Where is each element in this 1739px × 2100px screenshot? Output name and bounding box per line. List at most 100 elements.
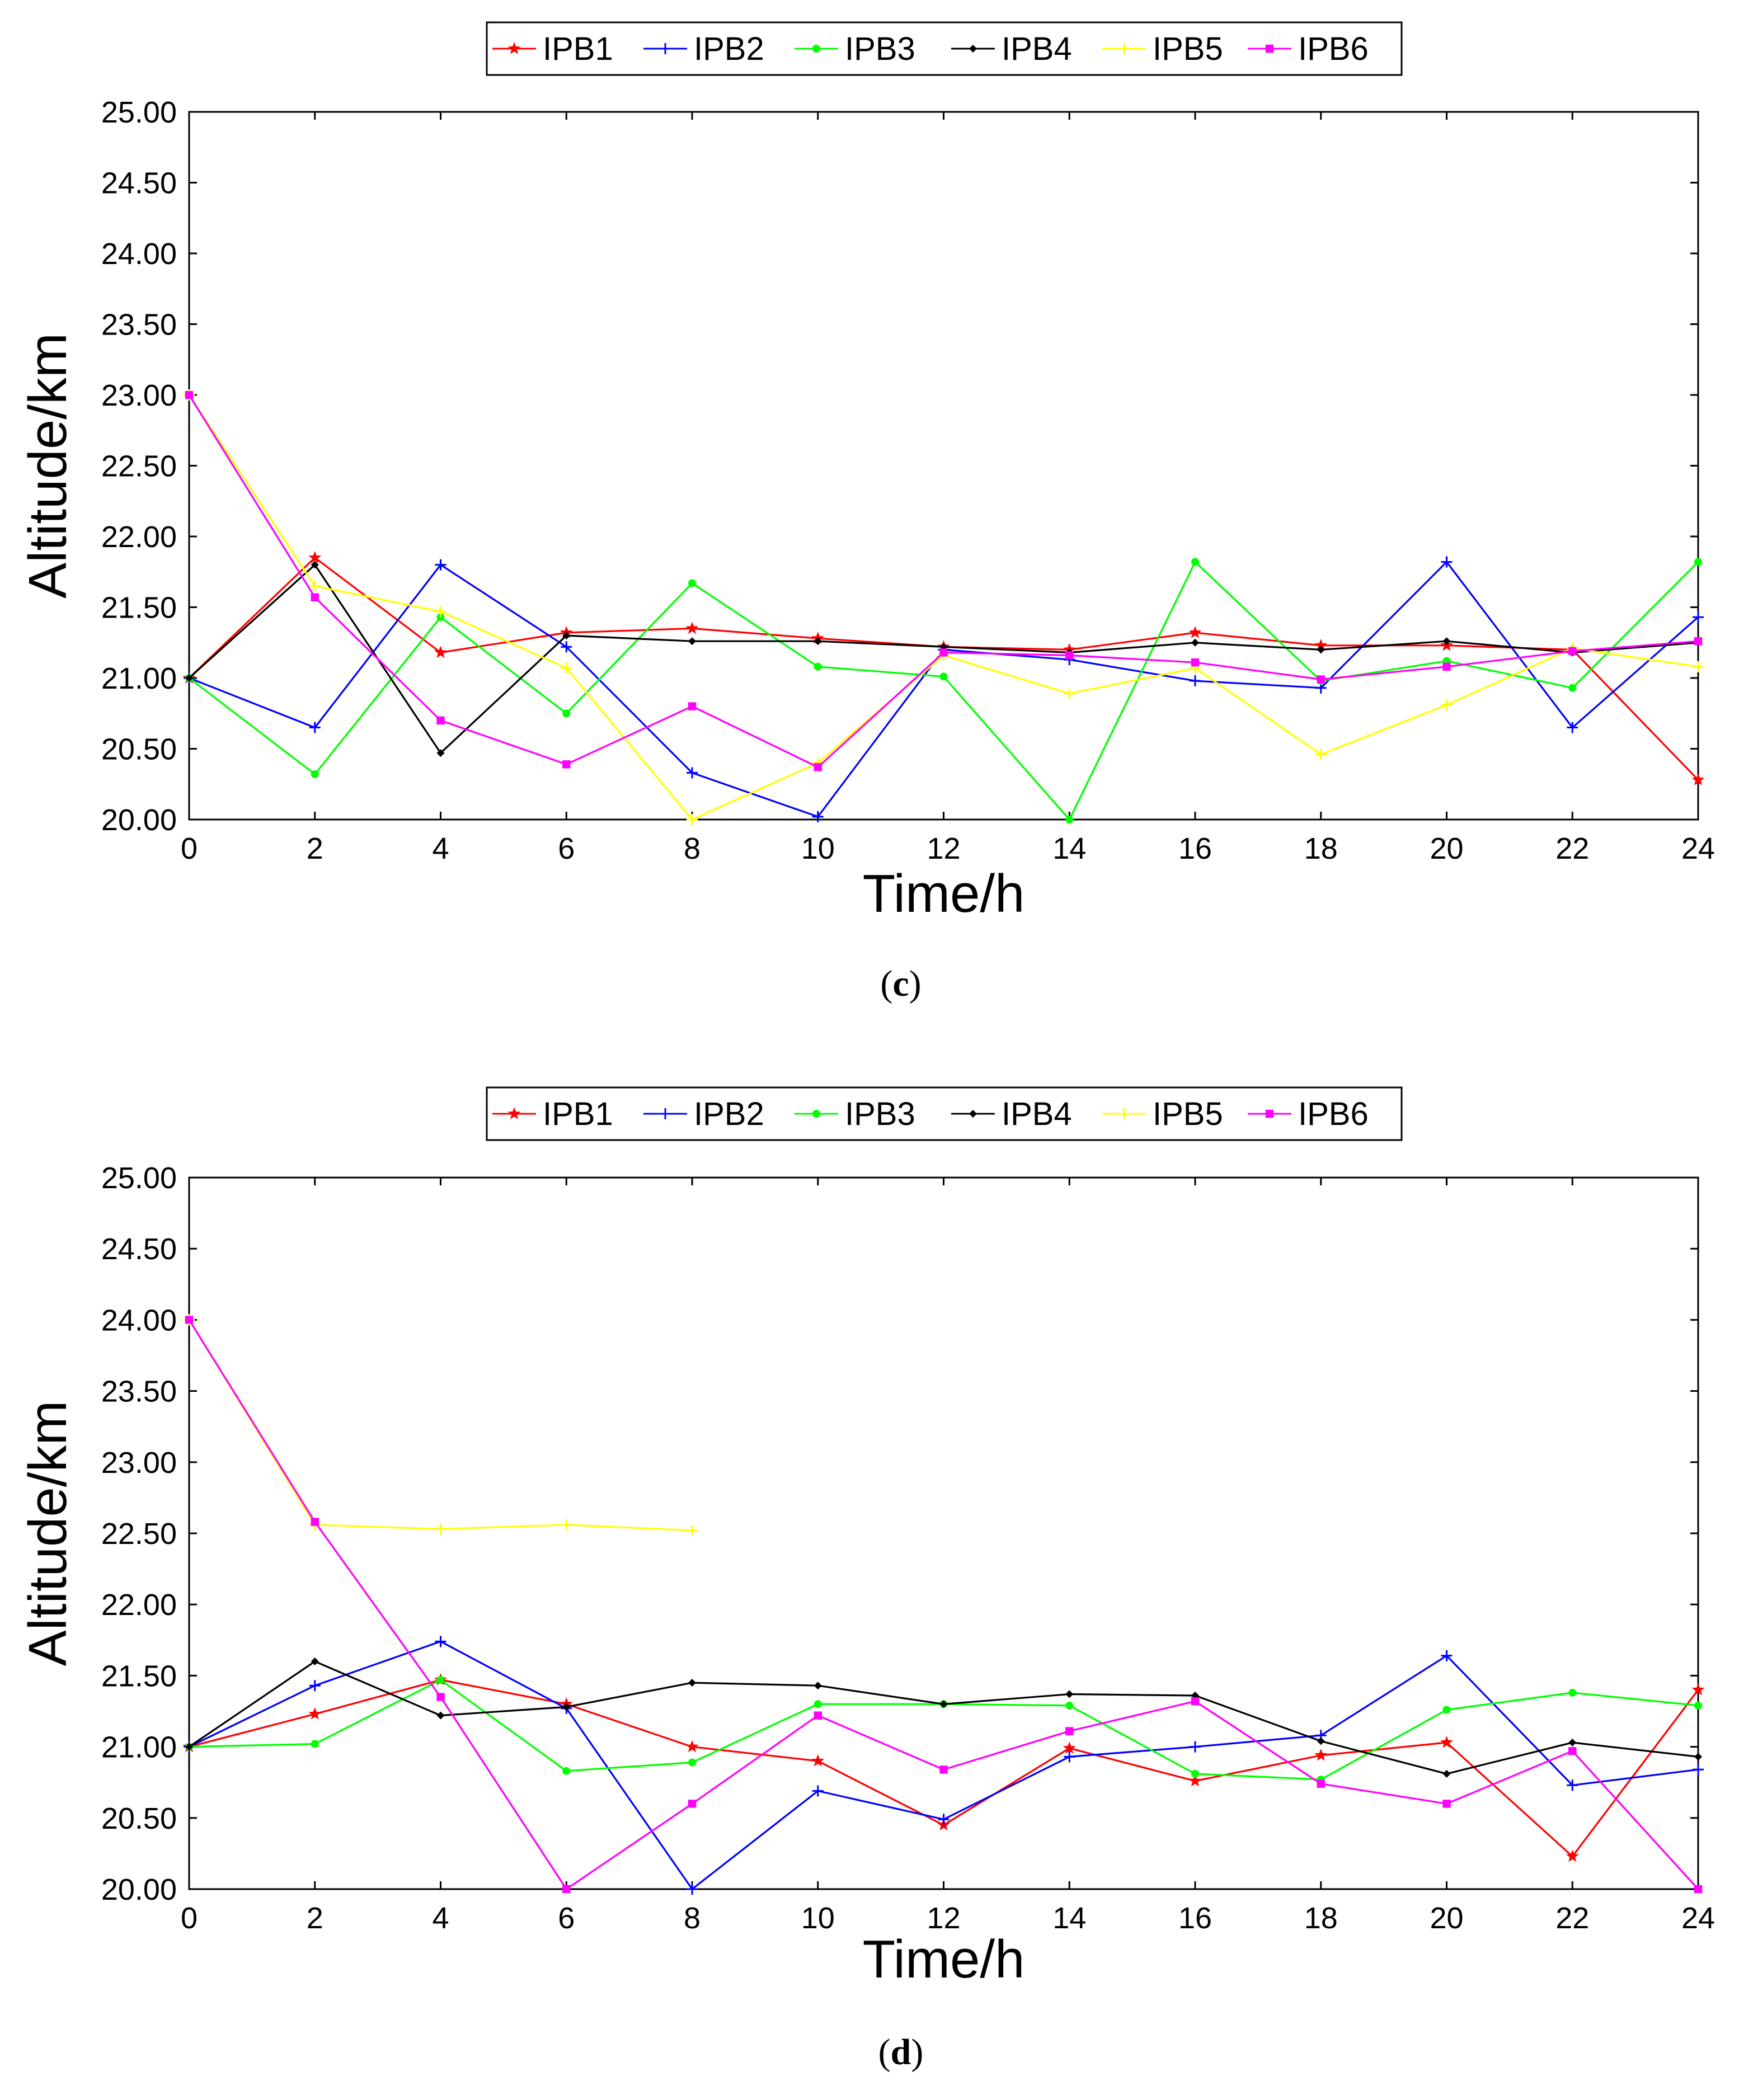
x-tick-label: 10	[801, 832, 835, 865]
y-tick-label: 20.00	[101, 803, 177, 837]
legend-label-ipb6: IPB6	[1298, 31, 1369, 67]
legend-label-ipb6: IPB6	[1298, 1096, 1369, 1132]
data-point-ipb1	[685, 621, 699, 634]
data-point-ipb2	[1441, 1650, 1453, 1661]
panel-caption: (d)	[878, 2032, 924, 2073]
data-point-ipb1	[308, 1707, 322, 1720]
data-point-ipb3	[1191, 1769, 1199, 1778]
y-tick-label: 22.50	[101, 450, 177, 483]
legend-label-ipb4: IPB4	[1002, 1096, 1072, 1132]
data-point-ipb4	[939, 1700, 948, 1708]
data-point-ipb3	[1191, 558, 1199, 566]
data-point-ipb6	[562, 760, 571, 769]
data-point-ipb6	[185, 390, 194, 399]
data-point-ipb3	[1694, 1701, 1702, 1710]
x-tick-label: 22	[1555, 832, 1589, 865]
data-point-ipb5	[1064, 688, 1075, 699]
data-point-ipb4	[311, 1657, 319, 1665]
series-line-ipb4	[189, 1660, 1699, 1775]
data-point-ipb3	[1694, 558, 1702, 566]
data-point-ipb1	[308, 550, 322, 563]
data-point-ipb5	[1315, 748, 1327, 760]
legend-label-ipb4: IPB4	[1002, 31, 1072, 67]
data-point-ipb6	[436, 1693, 445, 1701]
legend-marker-ipb1	[507, 42, 521, 54]
data-point-ipb4	[185, 674, 193, 682]
y-tick-label: 24.00	[101, 237, 177, 271]
legend-marker-ipb3	[812, 1110, 820, 1118]
y-tick-label: 21.00	[101, 662, 177, 695]
x-tick-label: 18	[1304, 1901, 1338, 1935]
x-tick-label: 12	[927, 1901, 960, 1935]
data-point-ipb1	[1314, 638, 1328, 651]
data-point-ipb3	[1442, 1706, 1451, 1714]
series-line-ipb3	[189, 561, 1699, 821]
data-point-ipb4	[1065, 1690, 1074, 1698]
data-point-ipb5	[435, 1523, 446, 1535]
plot-area	[188, 1176, 1699, 1890]
data-point-ipb6	[939, 648, 948, 657]
data-point-ipb4	[436, 749, 445, 757]
data-point-ipb6	[1317, 1779, 1325, 1788]
y-tick-label: 23.50	[101, 308, 177, 342]
legend-label-ipb2: IPB2	[694, 1096, 764, 1132]
data-point-ipb3	[436, 613, 445, 621]
data-point-ipb1	[1188, 1774, 1202, 1787]
y-tick-label: 21.00	[101, 1731, 177, 1764]
series-ipb5	[184, 389, 1704, 825]
y-tick-label: 21.50	[101, 591, 177, 625]
data-point-ipb6	[311, 593, 319, 601]
legend-marker-ipb6	[1265, 44, 1274, 53]
legend-marker-ipb2	[660, 1108, 671, 1119]
y-tick-label: 24.50	[101, 167, 177, 200]
data-point-ipb2	[1693, 1764, 1704, 1776]
x-tick-label: 24	[1681, 832, 1715, 865]
data-point-ipb6	[185, 1316, 194, 1324]
series-ipb6	[185, 1316, 1703, 1894]
y-tick-label: 23.00	[101, 379, 177, 412]
data-point-ipb6	[814, 1711, 822, 1720]
data-point-ipb3	[436, 1676, 445, 1684]
data-point-ipb3	[688, 1758, 696, 1767]
chart-panel-d: IPB1 IPB2 IPB3 IPB4 IPB5 IPB6 20.00 20.50 21.00 2…	[18, 1086, 1715, 2073]
data-point-ipb6	[688, 1800, 697, 1808]
y-tick-label: 22.50	[101, 1517, 177, 1551]
data-point-ipb6	[311, 1518, 319, 1526]
data-point-ipb4	[311, 561, 319, 569]
data-point-ipb4	[814, 637, 822, 646]
series-line-ipb1	[188, 557, 1699, 781]
y-tick-label: 21.50	[101, 1659, 177, 1693]
data-point-ipb5	[561, 1519, 572, 1531]
x-tick-label: 0	[181, 832, 198, 865]
legend-label-ipb1: IPB1	[543, 31, 613, 67]
legend: IPB1 IPB2 IPB3 IPB4 IPB5 IPB6	[486, 1086, 1403, 1141]
data-point-ipb5	[1693, 661, 1704, 672]
series-line-ipb6	[188, 1319, 1699, 1890]
data-point-ipb1	[811, 1754, 825, 1767]
series-line-ipb2	[189, 561, 1699, 818]
data-point-ipb2	[1567, 722, 1578, 733]
x-axis-title: Time/h	[863, 864, 1025, 924]
legend-marker-ipb3	[812, 45, 820, 53]
x-tick-label: 0	[181, 1901, 198, 1935]
data-point-ipb2	[687, 767, 698, 779]
data-point-ipb5	[687, 814, 698, 825]
data-point-ipb4	[1317, 646, 1325, 654]
data-point-ipb2	[435, 559, 446, 571]
y-tick-label: 22.00	[101, 520, 177, 554]
legend-marker-ipb4	[969, 45, 977, 53]
data-point-ipb3	[688, 579, 696, 587]
y-tick-label: 20.00	[101, 1873, 177, 1906]
x-tick-label: 8	[684, 832, 701, 865]
data-point-ipb4	[185, 1743, 193, 1751]
data-point-ipb4	[1191, 638, 1199, 647]
legend-marker-ipb5	[1118, 1108, 1130, 1119]
data-point-ipb4	[814, 1682, 822, 1690]
data-point-ipb2	[309, 722, 321, 733]
data-point-ipb6	[562, 1885, 571, 1894]
legend-label-ipb3: IPB3	[845, 1096, 915, 1132]
x-tick-label: 6	[558, 1901, 575, 1935]
data-point-ipb4	[1442, 637, 1451, 646]
data-point-ipb4	[1694, 1753, 1702, 1761]
